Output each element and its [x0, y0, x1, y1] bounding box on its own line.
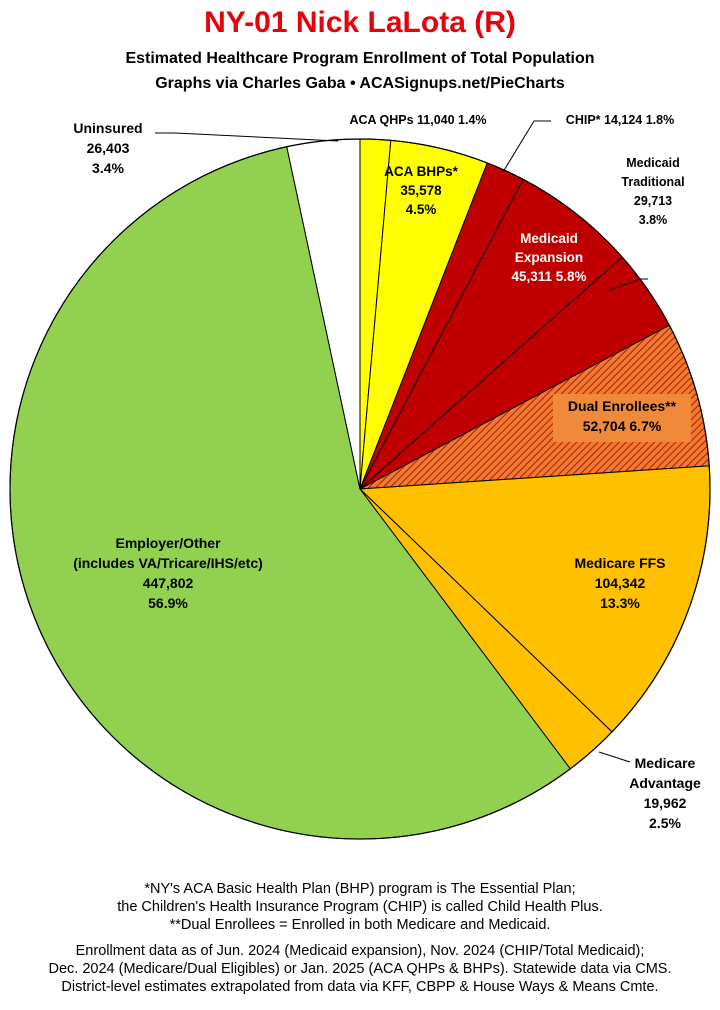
- slice-label-9: Uninsured 26,403 3.4%: [73, 120, 142, 176]
- slice-label-line: 35,578: [400, 183, 442, 198]
- dual-enrollees-label-box: [553, 394, 691, 442]
- footnote-sources-1: Enrollment data as of Jun. 2024 (Medicai…: [75, 943, 645, 959]
- slice-label-line: Medicaid: [626, 156, 680, 170]
- slice-label-line: 104,342: [595, 575, 646, 591]
- slice-label-7: Medicare Advantage 19,962 2.5%: [629, 755, 701, 831]
- footnote-sources-2: Dec. 2024 (Medicare/Dual Eligibles) or J…: [48, 961, 672, 977]
- slice-label-3: Medicaid Expansion 45,311 5.8%: [511, 231, 586, 284]
- slice-label-line: Uninsured: [73, 120, 142, 136]
- slice-label-line: 13.3%: [600, 595, 640, 611]
- slice-label-line: 19,962: [644, 795, 687, 811]
- slice-label-line: (includes VA/Tricare/IHS/etc): [73, 555, 263, 571]
- slice-label-line: 2.5%: [649, 815, 681, 831]
- slice-label-line: 4.5%: [406, 202, 437, 217]
- slice-label-line: 26,403: [87, 140, 130, 156]
- slice-label-line: Expansion: [515, 250, 583, 265]
- slice-label-line: ACA QHPs 11,040 1.4%: [349, 113, 486, 127]
- footnote-dual: **Dual Enrollees = Enrolled in both Medi…: [169, 917, 551, 933]
- slice-label-4: Medicaid Traditional 29,713 3.8%: [621, 156, 684, 227]
- slice-label-0: ACA QHPs 11,040 1.4%: [349, 113, 486, 127]
- slice-label-line: Medicaid: [520, 231, 578, 246]
- chart-title: NY-01 Nick LaLota (R): [204, 6, 516, 39]
- chart-credit: Graphs via Charles Gaba • ACASignups.net…: [155, 75, 565, 92]
- slice-label-line: 3.8%: [639, 213, 668, 227]
- slice-label-line: 3.4%: [92, 160, 124, 176]
- slice-label-line: 56.9%: [148, 595, 188, 611]
- slice-label-line: 52,704 6.7%: [583, 418, 662, 434]
- slice-label-5: Dual Enrollees** 52,704 6.7%: [568, 398, 677, 434]
- footnote-bhp: *NY's ACA Basic Health Plan (BHP) progra…: [144, 881, 576, 897]
- slice-label-line: CHIP* 14,124 1.8%: [566, 113, 674, 127]
- slice-label-1: ACA BHPs* 35,578 4.5%: [384, 164, 459, 217]
- slice-label-line: Advantage: [629, 775, 701, 791]
- slice-label-line: 45,311 5.8%: [511, 269, 586, 284]
- slice-label-line: Traditional: [621, 175, 684, 189]
- slice-label-line: Medicare: [635, 755, 696, 771]
- slice-label-2: CHIP* 14,124 1.8%: [566, 113, 674, 127]
- slice-label-line: 29,713: [634, 194, 672, 208]
- chart-subtitle: Estimated Healthcare Program Enrollment …: [125, 50, 595, 67]
- leader-line-7: [598, 751, 631, 763]
- pie-chart: ACA QHPs 11,040 1.4% ACA BHPs* 35,578 4.5% C…: [9, 113, 711, 840]
- slice-label-line: ACA BHPs*: [384, 164, 459, 179]
- leader-line-9: [155, 132, 339, 142]
- footnote-chip: the Children's Health Insurance Program …: [117, 899, 603, 915]
- slice-label-line: Employer/Other: [115, 535, 221, 551]
- slice-label-line: Medicare FFS: [574, 555, 665, 571]
- leader-line-2: [502, 120, 551, 173]
- slice-label-line: 447,802: [143, 575, 194, 591]
- slice-label-8: Employer/Other (includes VA/Tricare/IHS/e…: [73, 535, 263, 611]
- leader-line-4: [609, 278, 648, 291]
- pie-outline: [9, 138, 711, 840]
- footnote-sources-3: District-level estimates extrapolated fr…: [61, 979, 659, 995]
- slice-label-6: Medicare FFS 104,342 13.3%: [574, 555, 665, 611]
- slice-label-line: Dual Enrollees**: [568, 398, 677, 414]
